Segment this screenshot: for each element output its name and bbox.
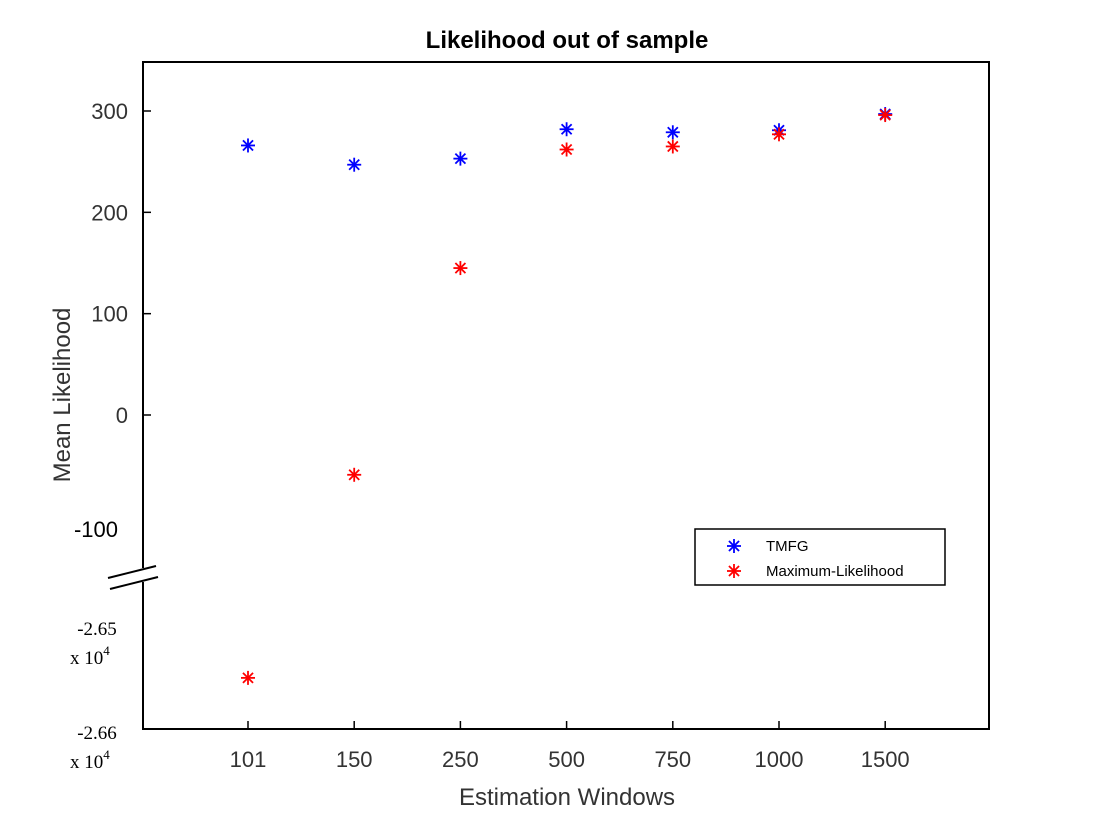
x-axis-label: Estimation Windows	[459, 784, 675, 811]
data-point-maximum-likelihood	[453, 261, 468, 276]
data-point-maximum-likelihood	[347, 467, 362, 482]
data-point-maximum-likelihood	[559, 142, 574, 157]
y-tick-exponent-base: x 10	[70, 752, 103, 773]
x-tick-label: 1000	[755, 747, 804, 772]
y-tick-label-lower: -2.66	[77, 723, 117, 744]
axis-break-gap	[138, 568, 148, 582]
y-tick-label-break: -100	[74, 517, 118, 542]
legend-label: TMFG	[766, 538, 809, 555]
y-axis-label: Mean Likelihood	[49, 308, 76, 483]
y-tick-label-lower: -2.65	[77, 619, 117, 640]
legend: TMFG Maximum-Likelihood	[694, 528, 946, 586]
plot-area	[142, 61, 990, 730]
data-point-tmfg	[453, 151, 468, 166]
x-axis: 101 150 250 500 750 1000 1500	[230, 721, 910, 772]
legend-marker-tmfg	[727, 539, 741, 553]
y-tick-label: 300	[91, 99, 128, 124]
data-point-maximum-likelihood	[878, 108, 893, 123]
data-point-tmfg	[665, 125, 680, 140]
data-marks	[241, 107, 893, 685]
legend-marker-maximum-likelihood	[727, 564, 741, 578]
x-tick-label: 150	[336, 747, 373, 772]
data-point-tmfg	[241, 138, 255, 153]
y-tick-label: 100	[91, 302, 128, 327]
data-point-maximum-likelihood	[772, 127, 786, 142]
data-point-maximum-likelihood	[665, 139, 680, 154]
x-tick-label: 750	[654, 747, 691, 772]
y-tick-exponent-power: 4	[103, 643, 110, 658]
chart-title: Likelihood out of sample	[426, 27, 709, 54]
y-tick-exponent: x 104	[70, 747, 110, 773]
y-tick-exponent: x 104	[70, 643, 110, 669]
y-tick-label: 200	[91, 200, 128, 225]
y-tick-exponent-base: x 10	[70, 648, 103, 669]
y-tick-label: 0	[116, 403, 128, 428]
x-tick-label: 101	[230, 747, 267, 772]
data-point-tmfg	[559, 122, 574, 137]
legend-box	[694, 528, 946, 586]
x-tick-label: 1500	[861, 747, 910, 772]
x-tick-label: 250	[442, 747, 479, 772]
y-tick-exponent-power: 4	[103, 747, 110, 762]
axis-break-mark	[109, 576, 159, 590]
data-point-maximum-likelihood	[241, 670, 255, 685]
legend-label: Maximum-Likelihood	[766, 563, 904, 580]
data-point-tmfg	[347, 157, 362, 172]
axis-break-mark	[107, 565, 157, 579]
x-tick-label: 500	[548, 747, 585, 772]
